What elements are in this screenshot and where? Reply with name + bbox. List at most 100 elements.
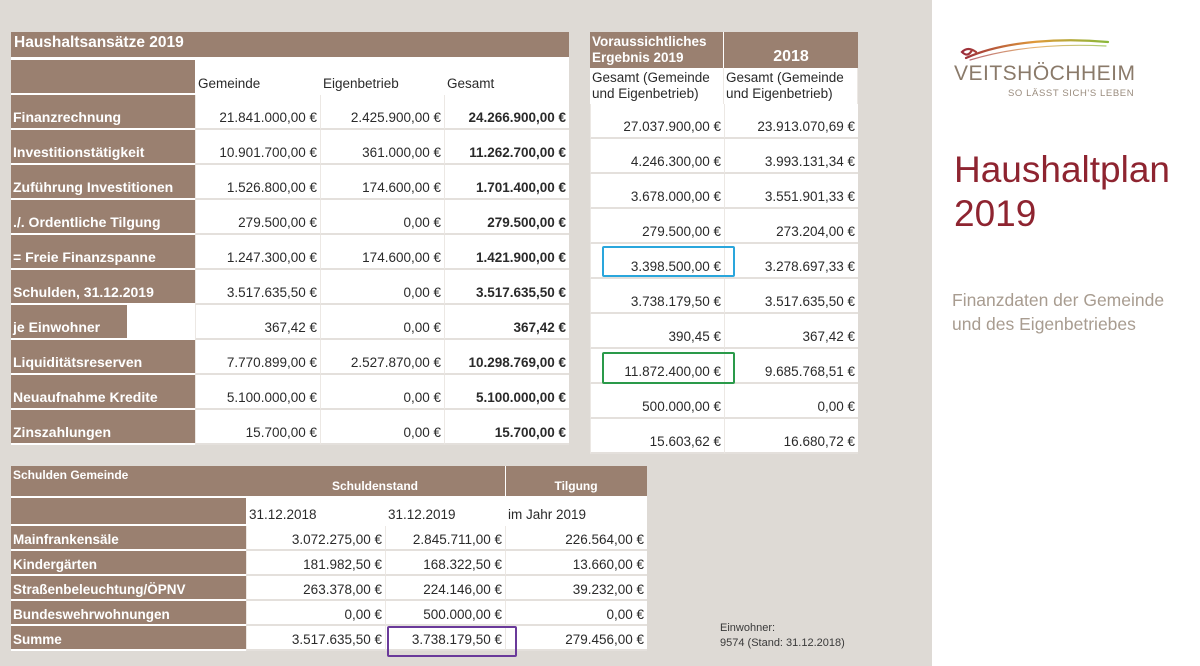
cell-eigenbetrieb: 361.000,00 € <box>320 130 444 165</box>
logo-slogan: SO LÄSST SICH'S LEBEN <box>1008 88 1135 99</box>
header-blank <box>11 60 195 95</box>
cell-tilgung: 13.660,00 € <box>505 551 648 576</box>
cell-gesamt: 1.421.900,00 € <box>444 235 570 270</box>
cell-gesamt: 10.298.769,00 € <box>444 340 570 375</box>
cell-eigenbetrieb: 0,00 € <box>320 200 444 235</box>
table-row: 500.000,00 €0,00 € <box>590 384 858 419</box>
row-label: je Einwohner <box>11 305 195 340</box>
table-row: 27.037.900,00 €23.913.070,69 € <box>590 104 858 139</box>
cell-debt-2019: 224.146,00 € <box>385 576 506 601</box>
table-row: Bundeswehrwohnungen 0,00 € 500.000,00 € … <box>11 601 648 626</box>
subheader-blank <box>11 498 246 526</box>
budget-table: Haushaltsansätze 2019 Gemeinde Eigenbetr… <box>11 32 570 445</box>
title-line-2: 2019 <box>954 193 1037 234</box>
cell-eigenbetrieb: 2.527.870,00 € <box>320 340 444 375</box>
cell-2018: 3.551.901,33 € <box>724 174 858 209</box>
row-label: Neuaufnahme Kredite <box>11 375 195 410</box>
cell-debt-2018: 181.982,50 € <box>246 551 385 576</box>
row-label: Kindergärten <box>11 551 246 576</box>
cell-ergebnis-2019: 3.678.000,00 € <box>590 174 724 209</box>
table-row: Summe 3.517.635,50 € 3.738.179,50 € 279.… <box>11 626 648 651</box>
cell-ergebnis-2019: 500.000,00 € <box>590 384 724 419</box>
cell-2018: 3.993.131,34 € <box>724 139 858 174</box>
cell-ergebnis-2019: 3.398.500,00 € <box>590 244 724 279</box>
table-row: Zinszahlungen 15.700,00 € 0,00 € 15.700,… <box>11 410 570 445</box>
cell-ergebnis-2019: 3.738.179,50 € <box>590 279 724 314</box>
table-row: ./. Ordentliche Tilgung 279.500,00 € 0,0… <box>11 200 570 235</box>
row-label: Finanzrechnung <box>11 95 195 130</box>
cell-eigenbetrieb: 0,00 € <box>320 410 444 445</box>
cell-debt-2019: 2.845.711,00 € <box>385 526 506 551</box>
cell-gemeinde: 21.841.000,00 € <box>195 95 320 130</box>
col-header-gemeinde: Gemeinde <box>195 60 320 95</box>
cell-gesamt: 15.700,00 € <box>444 410 570 445</box>
cell-gesamt: 24.266.900,00 € <box>444 95 570 130</box>
einwohner-value: 9574 (Stand: 31.12.2018) <box>720 637 845 649</box>
col-header-eigenbetrieb: Eigenbetrieb <box>320 60 444 95</box>
cell-2018: 23.913.070,69 € <box>724 104 858 139</box>
cell-debt-2018: 0,00 € <box>246 601 385 626</box>
cell-eigenbetrieb: 174.600,00 € <box>320 235 444 270</box>
col-header-date-2018: 31.12.2018 <box>246 498 385 526</box>
cell-gemeinde: 1.526.800,00 € <box>195 165 320 200</box>
table-row: 15.603,62 €16.680,72 € <box>590 419 858 454</box>
cell-2018: 0,00 € <box>724 384 858 419</box>
cell-2018: 367,42 € <box>724 314 858 349</box>
cell-eigenbetrieb: 0,00 € <box>320 270 444 305</box>
row-label: Summe <box>11 626 246 651</box>
cell-debt-2019: 500.000,00 € <box>385 601 506 626</box>
cell-ergebnis-2019: 279.500,00 € <box>590 209 724 244</box>
budget-table-title: Haushaltsansätze 2019 <box>11 32 570 60</box>
col-header-2018: 2018 <box>724 32 858 68</box>
cell-tilgung: 226.564,00 € <box>505 526 648 551</box>
logo-text: VEITSHÖCHHEIM <box>954 62 1136 85</box>
cell-eigenbetrieb: 174.600,00 € <box>320 165 444 200</box>
cell-debt-2018: 3.517.635,50 € <box>246 626 385 651</box>
cell-2018: 273.204,00 € <box>724 209 858 244</box>
cell-ergebnis-2019: 390,45 € <box>590 314 724 349</box>
table-row: Straßenbeleuchtung/ÖPNV 263.378,00 € 224… <box>11 576 648 601</box>
subtitle-line-2: und des Eigenbetriebes <box>952 314 1136 334</box>
cell-debt-2019: 168.322,50 € <box>385 551 506 576</box>
table-row: 390,45 €367,42 € <box>590 314 858 349</box>
cell-gemeinde: 367,42 € <box>195 305 320 340</box>
cell-eigenbetrieb: 2.425.900,00 € <box>320 95 444 130</box>
cell-gemeinde: 3.517.635,50 € <box>195 270 320 305</box>
cell-ergebnis-2019: 27.037.900,00 € <box>590 104 724 139</box>
page-title: Haushaltplan 2019 <box>954 148 1170 236</box>
cell-gesamt: 5.100.000,00 € <box>444 375 570 410</box>
table-row: Mainfrankensäle 3.072.275,00 € 2.845.711… <box>11 526 648 551</box>
col-header-year: im Jahr 2019 <box>505 498 648 526</box>
cell-tilgung: 279.456,00 € <box>505 626 648 651</box>
table-row: 11.872.400,00 €9.685.768,51 € <box>590 349 858 384</box>
title-line-1: Haushaltplan <box>954 149 1170 190</box>
forecast-table: Voraussichtliches Ergebnis 2019 2018 Ges… <box>590 32 858 454</box>
row-label: Mainfrankensäle <box>11 526 246 551</box>
table-row: 279.500,00 €273.204,00 € <box>590 209 858 244</box>
cell-2018: 3.517.635,50 € <box>724 279 858 314</box>
cell-gemeinde: 7.770.899,00 € <box>195 340 320 375</box>
row-label: Schulden, 31.12.2019 <box>11 270 195 305</box>
cell-debt-2018: 3.072.275,00 € <box>246 526 385 551</box>
cell-gesamt: 3.517.635,50 € <box>444 270 570 305</box>
col-subheader-2018: Gesamt (Gemeinde und Eigenbetrieb) <box>724 68 858 104</box>
debt-table-title: Schulden Gemeinde <box>11 466 246 498</box>
row-label: = Freie Finanzspanne <box>11 235 195 270</box>
cell-gesamt: 279.500,00 € <box>444 200 570 235</box>
col-header-ergebnis-2019: Voraussichtliches Ergebnis 2019 <box>590 32 724 68</box>
cell-tilgung: 39.232,00 € <box>505 576 648 601</box>
cell-gemeinde: 5.100.000,00 € <box>195 375 320 410</box>
table-row: = Freie Finanzspanne 1.247.300,00 € 174.… <box>11 235 570 270</box>
table-row: Liquiditätsreserven 7.770.899,00 € 2.527… <box>11 340 570 375</box>
einwohner-note: Einwohner: 9574 (Stand: 31.12.2018) <box>720 621 845 651</box>
table-row: Schulden, 31.12.2019 3.517.635,50 € 0,00… <box>11 270 570 305</box>
col-header-tilgung: Tilgung <box>505 466 648 498</box>
row-label: Liquiditätsreserven <box>11 340 195 375</box>
table-row: 3.398.500,00 €3.278.697,33 € <box>590 244 858 279</box>
einwohner-label: Einwohner: <box>720 622 776 634</box>
cell-gemeinde: 1.247.300,00 € <box>195 235 320 270</box>
cell-gesamt: 1.701.400,00 € <box>444 165 570 200</box>
table-row: je Einwohner 367,42 € 0,00 € 367,42 € <box>11 305 570 340</box>
cell-gemeinde: 10.901.700,00 € <box>195 130 320 165</box>
row-label: Investitionstätigkeit <box>11 130 195 165</box>
